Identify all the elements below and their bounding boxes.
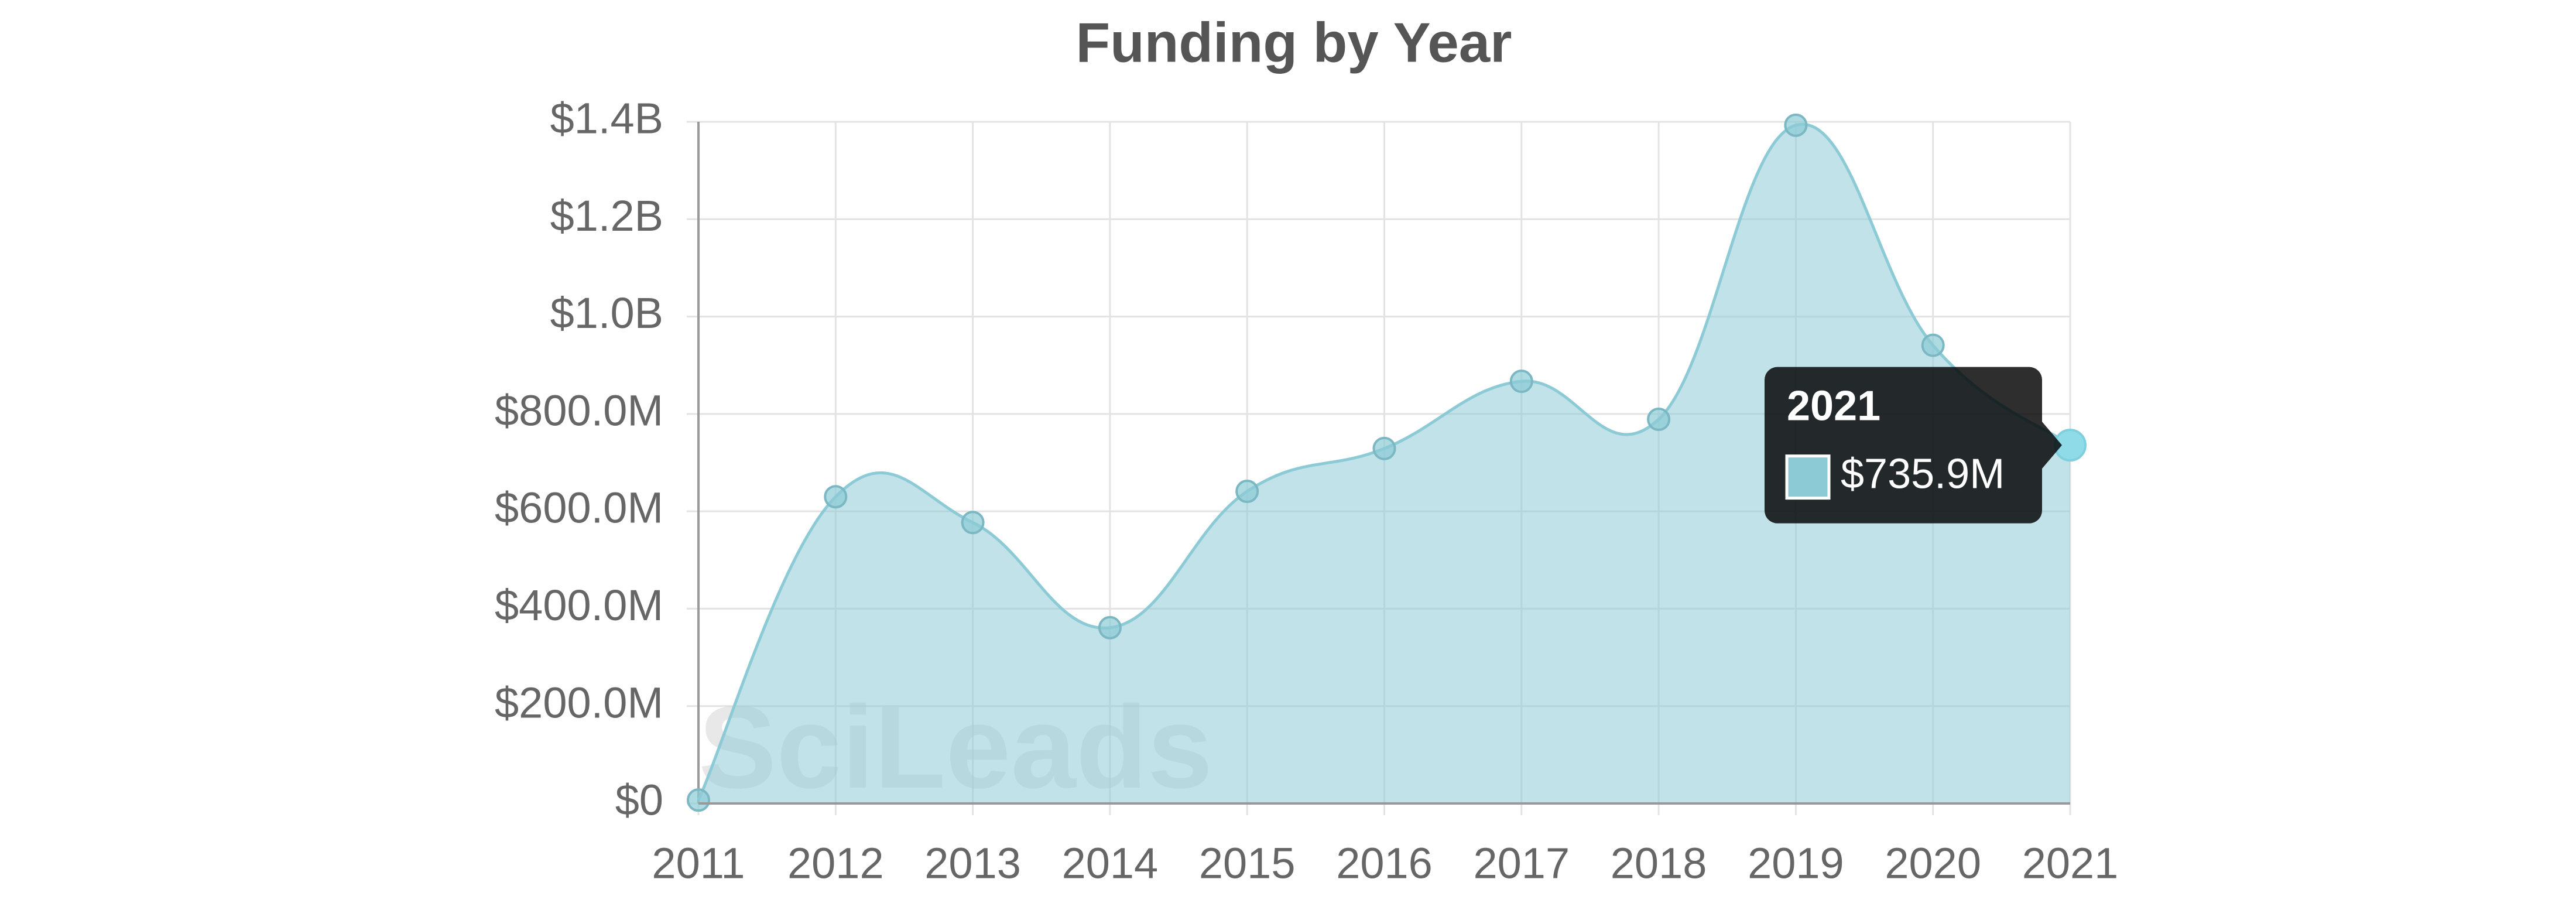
data-point bbox=[1784, 113, 1808, 137]
y-tick-label: $1.0B bbox=[550, 289, 663, 337]
data-point bbox=[1372, 436, 1396, 460]
tooltip-label: $735.9M bbox=[1841, 451, 2005, 498]
x-tick-label: 2021 bbox=[2022, 839, 2119, 888]
data-point bbox=[687, 788, 710, 812]
x-tick-label: 2013 bbox=[924, 839, 1021, 888]
data-point bbox=[1647, 408, 1671, 432]
data-point bbox=[1098, 615, 1122, 639]
x-tick-label: 2019 bbox=[1748, 839, 1844, 888]
y-tick-label: $0 bbox=[615, 776, 663, 825]
y-tick-label: $1.4B bbox=[550, 94, 663, 143]
y-tick-label: $800.0M bbox=[495, 386, 663, 435]
x-tick-label: 2012 bbox=[787, 839, 884, 888]
tooltip-box bbox=[1765, 367, 2042, 524]
tooltip: 2021 $735.9M bbox=[1765, 367, 2062, 524]
x-tick-label: 2017 bbox=[1473, 839, 1570, 888]
x-tick-label: 2020 bbox=[1885, 839, 1981, 888]
x-tick-label: 2016 bbox=[1336, 839, 1433, 888]
x-tick-label: 2014 bbox=[1062, 839, 1159, 888]
x-tick-label: 2018 bbox=[1611, 839, 1707, 888]
y-tick-label: $200.0M bbox=[495, 678, 663, 727]
tooltip-arrow bbox=[2042, 422, 2062, 469]
chart-title: Funding by Year bbox=[1075, 11, 1512, 74]
y-tick-label: $600.0M bbox=[495, 484, 663, 532]
y-tick-label: $400.0M bbox=[495, 581, 663, 630]
data-point bbox=[824, 485, 848, 509]
x-tick-label: 2011 bbox=[652, 839, 745, 888]
x-tick-label: 2015 bbox=[1199, 839, 1296, 888]
area bbox=[698, 124, 2070, 803]
data-point bbox=[1921, 333, 1945, 357]
data-point bbox=[1509, 370, 1533, 394]
data-point bbox=[961, 511, 985, 535]
data-point bbox=[1235, 480, 1259, 504]
tooltip-title: 2021 bbox=[1787, 383, 1880, 430]
y-tick-label: $1.2B bbox=[550, 191, 663, 240]
tooltip-swatch bbox=[1785, 454, 1831, 500]
